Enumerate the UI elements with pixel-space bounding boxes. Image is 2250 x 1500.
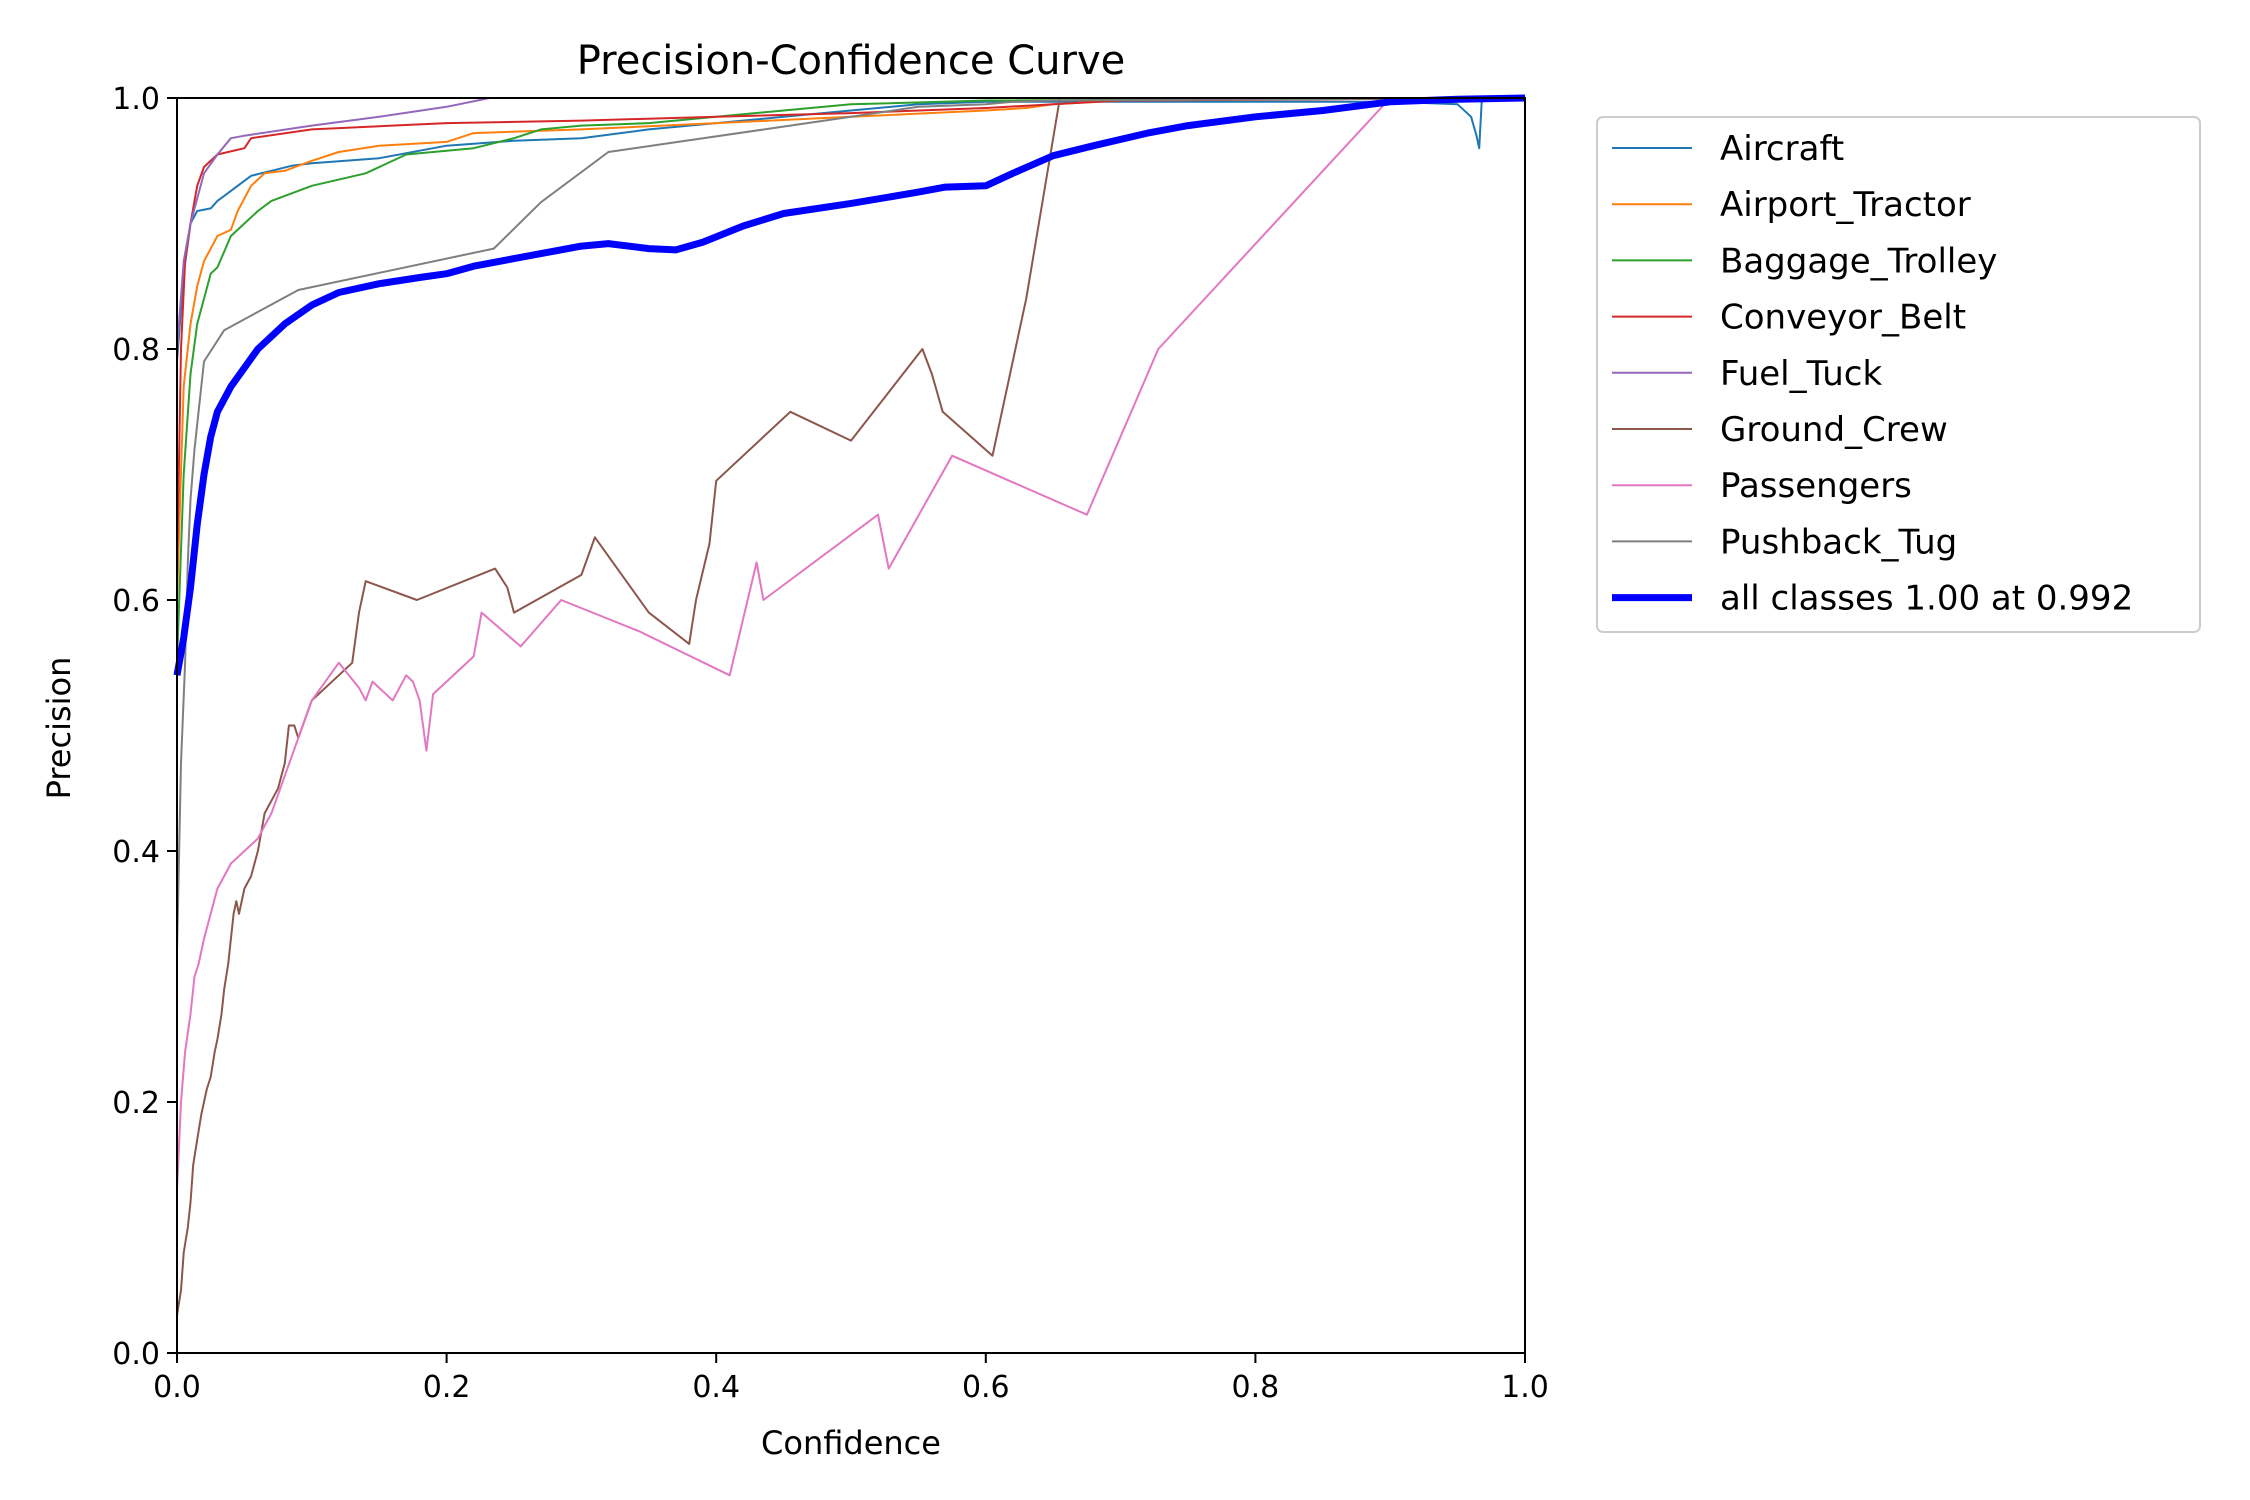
legend-label: Airport_Tractor — [1720, 185, 1971, 225]
legend: Aircraft Airport_Tractor Baggage_Trolley Co… — [1596, 116, 2201, 633]
x-axis-ticks: 0.0 0.2 0.4 0.6 0.8 1.0 — [153, 1353, 1549, 1405]
y-tick-label: 1.0 — [112, 82, 160, 117]
chart-title: Precision-Confidence Curve — [577, 38, 1126, 84]
series-line-all-classes-1-00-at-0-992 — [173, 94, 1526, 676]
legend-label: Aircraft — [1720, 129, 1844, 169]
legend-label: Conveyor_Belt — [1720, 298, 1966, 338]
x-tick-label: 1.0 — [1501, 1370, 1549, 1405]
plot-frame — [176, 97, 1526, 1354]
legend-label: Ground_Crew — [1720, 410, 1948, 450]
x-tick-label: 0.8 — [1232, 1370, 1280, 1405]
y-tick-label: 0.2 — [112, 1086, 160, 1121]
series-line-ground-crew — [176, 97, 1525, 1316]
y-tick-label: 0.0 — [112, 1337, 160, 1372]
plot-area — [173, 94, 1526, 1354]
legend-label: Passengers — [1720, 466, 1912, 506]
y-tick-label: 0.4 — [112, 835, 160, 870]
x-tick-label: 0.6 — [962, 1370, 1010, 1405]
series-line-fuel-tuck — [176, 97, 1525, 350]
y-tick-label: 0.6 — [112, 584, 160, 619]
series-line-airport-tractor — [176, 97, 1526, 601]
y-tick-label: 0.8 — [112, 333, 160, 368]
legend-label: Pushback_Tug — [1720, 522, 1957, 562]
series-line-baggage-trolley — [176, 97, 1526, 663]
legend-box — [1596, 116, 2201, 633]
series-lines — [173, 94, 1526, 1316]
y-axis-label: Precision — [40, 657, 78, 800]
series-line-aircraft — [176, 97, 1525, 362]
series-line-pushback-tug — [176, 97, 1526, 952]
x-tick-label: 0.4 — [692, 1370, 740, 1405]
legend-label: Fuel_Tuck — [1720, 354, 1882, 394]
series-line-passengers — [176, 97, 1525, 1190]
y-axis-ticks: 0.0 0.2 0.4 0.6 0.8 1.0 — [112, 82, 177, 1372]
x-tick-label: 0.0 — [153, 1370, 201, 1405]
x-tick-label: 0.2 — [423, 1370, 471, 1405]
legend-label: Baggage_Trolley — [1720, 241, 1997, 281]
legend-label: all classes 1.00 at 0.992 — [1720, 579, 2133, 619]
x-axis-label: Confidence — [761, 1424, 941, 1462]
